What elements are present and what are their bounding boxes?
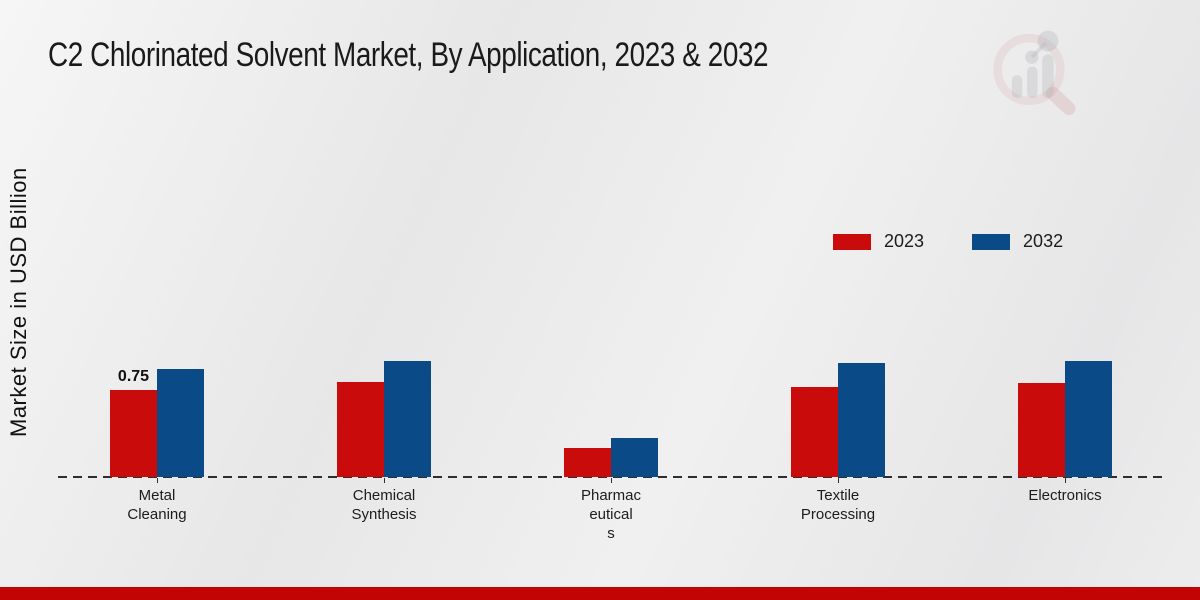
bar-2023-pharmaceuticals [564,448,611,477]
bar-2032-electronics [1065,361,1112,477]
bar-2032-metal-cleaning [157,369,204,477]
category-label-metal-cleaning: Metal Cleaning [127,487,187,523]
bar-2023-chemical-synthesis [337,382,384,477]
x-axis-tick [611,478,612,483]
legend-swatch-2032 [972,233,1011,250]
bar-2023-electronics [1018,383,1065,477]
category-label-pharmaceuticals: Pharmac eutical s [580,487,642,542]
bar-2032-chemical-synthesis [384,361,431,477]
legend-item-2023: 2023 [833,231,924,252]
bottom-accent-strip [0,587,1200,600]
bar-2023-metal-cleaning [110,390,157,477]
x-axis-tick [838,478,839,483]
chart-title: C2 Chlorinated Solvent Market, By Applic… [48,36,769,74]
legend-swatch-2023 [833,233,871,250]
x-axis-tick [157,478,158,483]
category-label-electronics: Electronics [1028,487,1102,504]
legend-label: 2023 [884,231,925,251]
bar-2032-pharmaceuticals [611,438,658,477]
legend-label: 2032 [1023,231,1064,251]
category-label-textile-processing: Textile Processing [800,487,876,523]
legend-item-2032: 2032 [972,231,1063,252]
bar-2023-textile-processing [791,387,838,477]
data-label-2023-metal-cleaning: 0.75 [117,368,150,385]
x-axis-tick [1065,478,1066,483]
x-axis-baseline [58,476,1166,478]
bar-2032-textile-processing [838,363,885,477]
x-axis-tick [384,478,385,483]
market-research-future-logo-icon [993,30,1076,116]
category-label-chemical-synthesis: Chemical Synthesis [351,487,417,523]
legend: 2023 2032 [833,231,1063,252]
